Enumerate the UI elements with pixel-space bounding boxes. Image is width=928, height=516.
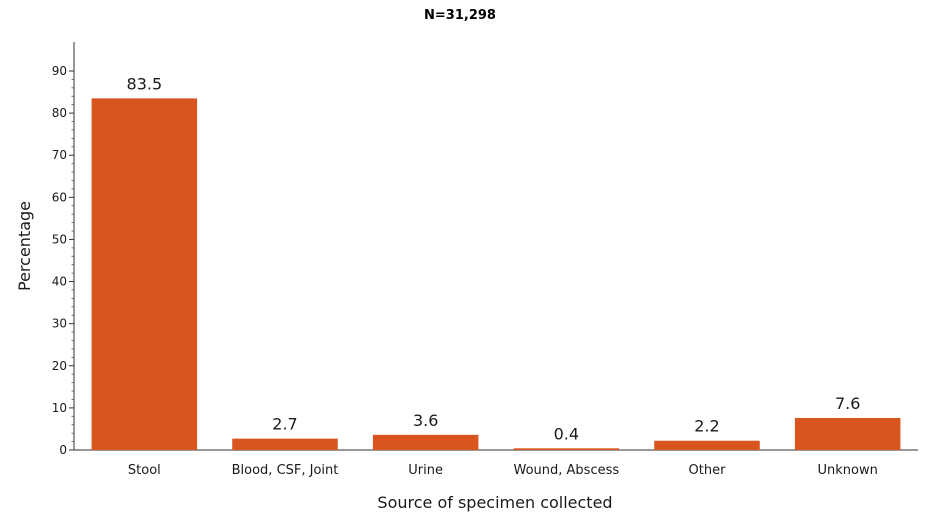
bar xyxy=(794,417,901,450)
bar xyxy=(232,438,338,450)
y-tick-label: 80 xyxy=(52,106,67,120)
x-tick-label: Blood, CSF, Joint xyxy=(232,463,339,478)
chart-title: N=31,298 xyxy=(424,8,496,23)
y-tick-label: 40 xyxy=(52,275,67,289)
x-axis: Stool Blood, CSF, Joint Urine Wound, Absces… xyxy=(128,463,878,478)
y-tick-label: 10 xyxy=(52,401,67,415)
x-tick-label: Unknown xyxy=(817,463,877,478)
y-tick-label: 0 xyxy=(59,443,67,457)
y-tick-label: 90 xyxy=(52,64,67,78)
bars-group: 83.5 2.7 3.6 0.4 2.2 7.6 xyxy=(91,74,901,450)
y-tick-label: 50 xyxy=(52,232,67,246)
y-tick-label: 60 xyxy=(52,190,67,204)
y-tick-label: 30 xyxy=(52,317,67,331)
x-tick-label: Other xyxy=(689,463,727,478)
bar-value-label: 2.7 xyxy=(272,415,297,434)
bar xyxy=(91,98,198,450)
x-tick-label: Urine xyxy=(408,463,443,478)
y-tick-label: 20 xyxy=(52,359,67,373)
bar-value-label: 2.2 xyxy=(694,417,719,436)
bar-value-label: 3.6 xyxy=(413,411,438,430)
bar-value-label: 0.4 xyxy=(554,424,579,443)
bar xyxy=(513,448,620,450)
bar xyxy=(372,434,479,450)
x-axis-title: Source of specimen collected xyxy=(377,493,612,512)
x-tick-label: Wound, Abscess xyxy=(514,463,620,478)
bar-value-label: 83.5 xyxy=(127,74,163,93)
x-tick-label: Stool xyxy=(128,463,161,478)
bar xyxy=(654,440,760,450)
y-tick-label: 70 xyxy=(52,148,67,162)
bar-value-label: 7.6 xyxy=(835,394,860,413)
y-axis: 0 10 20 30 40 50 60 70 80 90 xyxy=(52,42,75,457)
y-axis-title: Percentage xyxy=(15,201,34,291)
